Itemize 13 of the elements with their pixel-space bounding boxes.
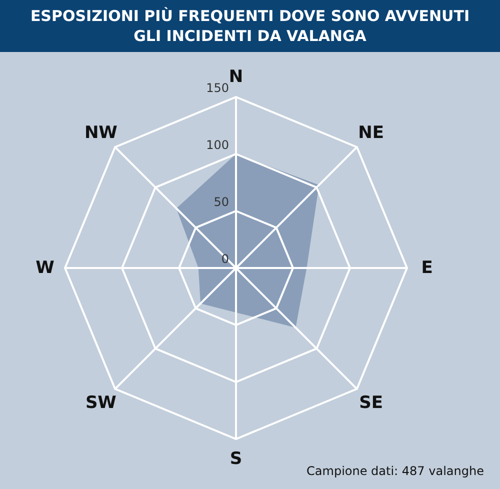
spoke-label: W [36, 258, 55, 278]
spoke-label: SE [359, 393, 383, 414]
y-tick-label: 150 [206, 81, 229, 95]
spoke-label: NW [84, 122, 118, 143]
chart-title: ESPOSIZIONI PIÙ FREQUENTI DOVE SONO AVVENUTI GLI INCIDENTI DA VALANGA [30, 7, 470, 45]
spoke-label: SW [85, 393, 117, 414]
spoke-label: S [230, 449, 242, 469]
y-tick-label: 100 [206, 138, 229, 152]
spoke-label: E [421, 258, 433, 278]
text: Campione dati: 487 valanghe [306, 464, 484, 478]
y-tick-label: 50 [214, 195, 229, 209]
spoke-label: NE [358, 122, 384, 143]
spoke-label: N [228, 67, 244, 87]
